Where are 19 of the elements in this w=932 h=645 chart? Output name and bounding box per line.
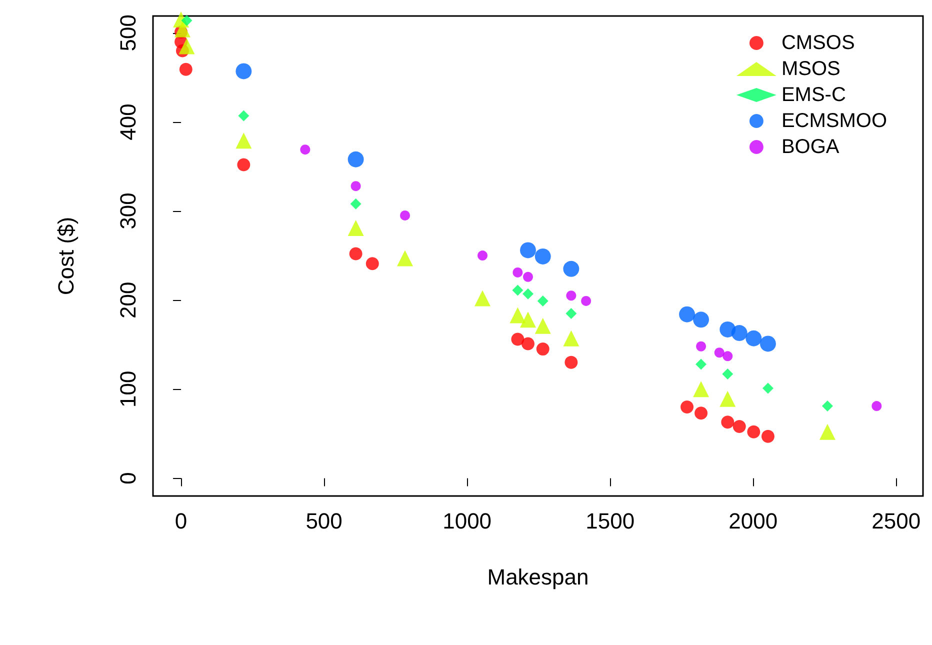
y-tick-label: 0 [116,472,140,484]
y-tick-label: 400 [116,104,140,140]
legend-label: MSOS [781,58,840,80]
legend-label: EMS-C [781,84,846,106]
legend-label: CMSOS [781,32,855,54]
y-tick-label: 500 [116,14,140,52]
y-tick-label: 200 [116,282,140,318]
x-tick-label: 0 [174,508,188,534]
x-axis-title: Makespan [487,564,589,590]
legend-label: ECMSMOO [781,110,888,132]
x-tick-label: 1000 [442,508,492,534]
x-tick-label: 2500 [872,508,921,534]
y-tick-label: 300 [116,192,140,230]
x-tick-label: 1500 [586,508,635,534]
y-axis-title: Cost ($) [54,216,78,296]
x-tick-label: 500 [306,508,342,534]
legend-label: BOGA [781,136,840,158]
x-tick-label: 2000 [728,508,778,534]
y-tick-label: 100 [116,370,140,408]
